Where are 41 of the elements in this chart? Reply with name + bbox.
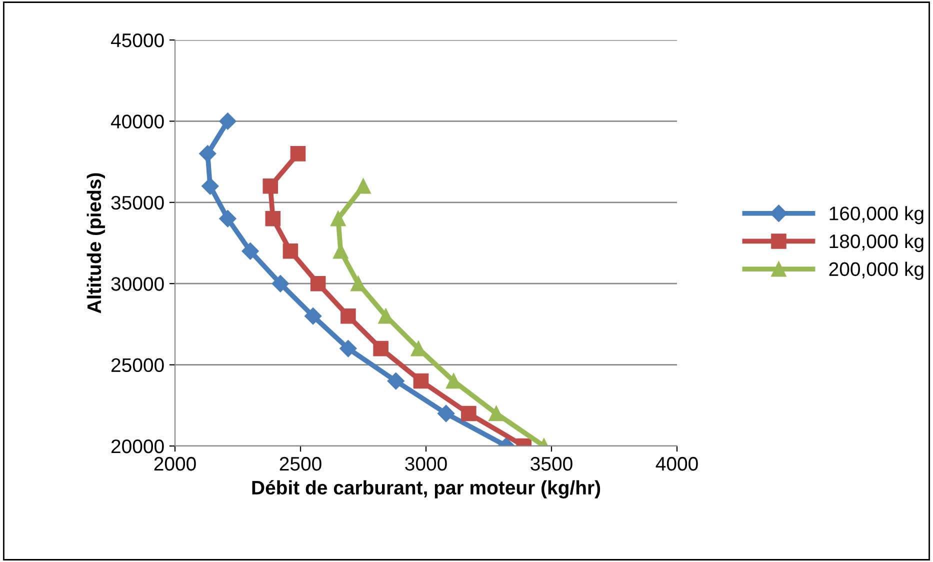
y-tick-label: 20000 xyxy=(111,439,164,454)
point xyxy=(438,404,455,422)
point xyxy=(202,178,219,195)
point xyxy=(387,372,404,390)
x-tick-label: 3000 xyxy=(405,456,447,471)
x-tick-label: 2500 xyxy=(280,456,322,471)
point xyxy=(378,308,394,324)
point xyxy=(356,178,371,194)
point xyxy=(219,112,236,130)
point xyxy=(282,243,298,259)
point xyxy=(340,340,357,358)
point xyxy=(373,340,388,356)
point xyxy=(272,275,289,292)
x-axis-title: Débit de carburant, par moteur (kg/hr) xyxy=(252,480,600,498)
point xyxy=(340,308,356,324)
point xyxy=(219,210,236,228)
y-tick-label: 25000 xyxy=(111,358,164,372)
point xyxy=(413,373,429,389)
y-tick-label: 35000 xyxy=(111,196,164,210)
y-tick-label: 45000 xyxy=(110,33,164,48)
point xyxy=(290,146,306,162)
point xyxy=(199,145,216,162)
point xyxy=(488,406,504,422)
point xyxy=(265,211,281,226)
point xyxy=(242,242,259,260)
point xyxy=(461,406,476,422)
y-tick-label: 30000 xyxy=(111,277,164,291)
legend-label: 200,000 kg xyxy=(829,262,924,280)
legend-label: 160,000 kg xyxy=(830,206,924,224)
legend-label: 180,000 kg xyxy=(830,234,924,252)
x-tick-label: 3500 xyxy=(530,456,572,471)
x-tick-label: 4000 xyxy=(656,456,698,471)
y-tick-label: 40000 xyxy=(110,114,164,128)
point xyxy=(446,373,462,389)
point xyxy=(310,276,326,292)
point xyxy=(350,276,366,292)
point xyxy=(330,211,346,226)
point xyxy=(304,308,322,325)
y-axis-title: Altitude (pieds) xyxy=(86,173,105,314)
x-tick-label: 2000 xyxy=(154,456,196,471)
point xyxy=(262,178,278,194)
